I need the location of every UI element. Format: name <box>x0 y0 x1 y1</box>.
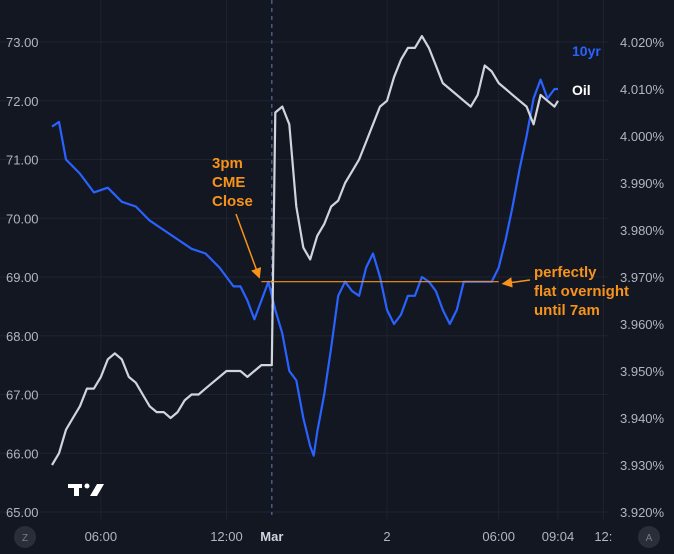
grid <box>0 0 608 520</box>
right-tick-label: 4.010% <box>620 82 665 97</box>
x-tick-label: 06:00 <box>482 529 515 544</box>
series-line-10yr <box>51 78 558 457</box>
corner-left-button[interactable]: Z <box>14 526 36 548</box>
right-tick-label: 3.940% <box>620 411 665 426</box>
legend: 10yr Oil <box>572 43 601 98</box>
corner-right-label: A <box>646 533 653 544</box>
annotations: 3pm CME Close perfectly flat overnight until … <box>212 155 629 319</box>
right-tick-label: 3.990% <box>620 176 665 191</box>
right-tick-label: 4.020% <box>620 35 665 50</box>
x-tick-label: 06:00 <box>85 529 118 544</box>
corner-right-button[interactable]: A <box>638 526 660 548</box>
right-tick-label: 3.950% <box>620 364 665 379</box>
x-tick-label: 09:04 <box>542 529 575 544</box>
series-layer <box>51 35 559 466</box>
corner-left-label: Z <box>22 533 28 544</box>
series-line-oil <box>51 35 559 466</box>
annotation-line: perfectly <box>534 264 597 281</box>
annotation-line: until 7am <box>534 302 600 319</box>
legend-10yr: 10yr <box>572 43 601 59</box>
annotation-arrow-flat-overnight <box>501 277 531 288</box>
left-tick-label: 69.00 <box>6 270 39 285</box>
left-tick-label: 71.00 <box>6 153 39 168</box>
left-tick-label: 68.00 <box>6 329 39 344</box>
left-tick-label: 73.00 <box>6 35 39 50</box>
annotation-arrow-cme-close <box>235 213 262 279</box>
x-tick-label: Mar <box>260 529 283 544</box>
left-tick-label: 70.00 <box>6 211 39 226</box>
right-tick-label: 3.970% <box>620 270 665 285</box>
left-tick-label: 65.00 <box>6 505 39 520</box>
annotation-cme-close: 3pm CME Close <box>212 155 253 210</box>
right-tick-label: 3.980% <box>620 223 665 238</box>
right-tick-label: 3.930% <box>620 458 665 473</box>
left-tick-label: 72.00 <box>6 94 39 109</box>
x-tick-label: 12: <box>594 529 612 544</box>
x-axis: 06:00 12:00 Mar 2 06:00 09:04 12: <box>85 529 613 544</box>
right-tick-label: 3.920% <box>620 505 665 520</box>
annotation-flat-overnight: perfectly flat overnight until 7am <box>534 264 629 319</box>
x-tick-label: 2 <box>383 529 390 544</box>
left-axis: 73.00 72.00 71.00 70.00 69.00 68.00 67.00 66.00… <box>6 35 39 520</box>
right-axis: 4.020% 4.010% 4.000% 3.990% 3.980% 3.970% 3.96… <box>620 35 665 520</box>
left-tick-label: 66.00 <box>6 446 39 461</box>
legend-oil: Oil <box>572 82 591 98</box>
left-tick-label: 67.00 <box>6 388 39 403</box>
annotation-line: Close <box>212 193 253 210</box>
right-tick-label: 4.000% <box>620 129 665 144</box>
annotation-line: CME <box>212 174 245 191</box>
annotation-line: 3pm <box>212 155 243 172</box>
x-tick-label: 12:00 <box>210 529 243 544</box>
annotation-line: flat overnight <box>534 283 629 300</box>
tradingview-logo <box>68 483 104 496</box>
right-tick-label: 3.960% <box>620 317 665 332</box>
